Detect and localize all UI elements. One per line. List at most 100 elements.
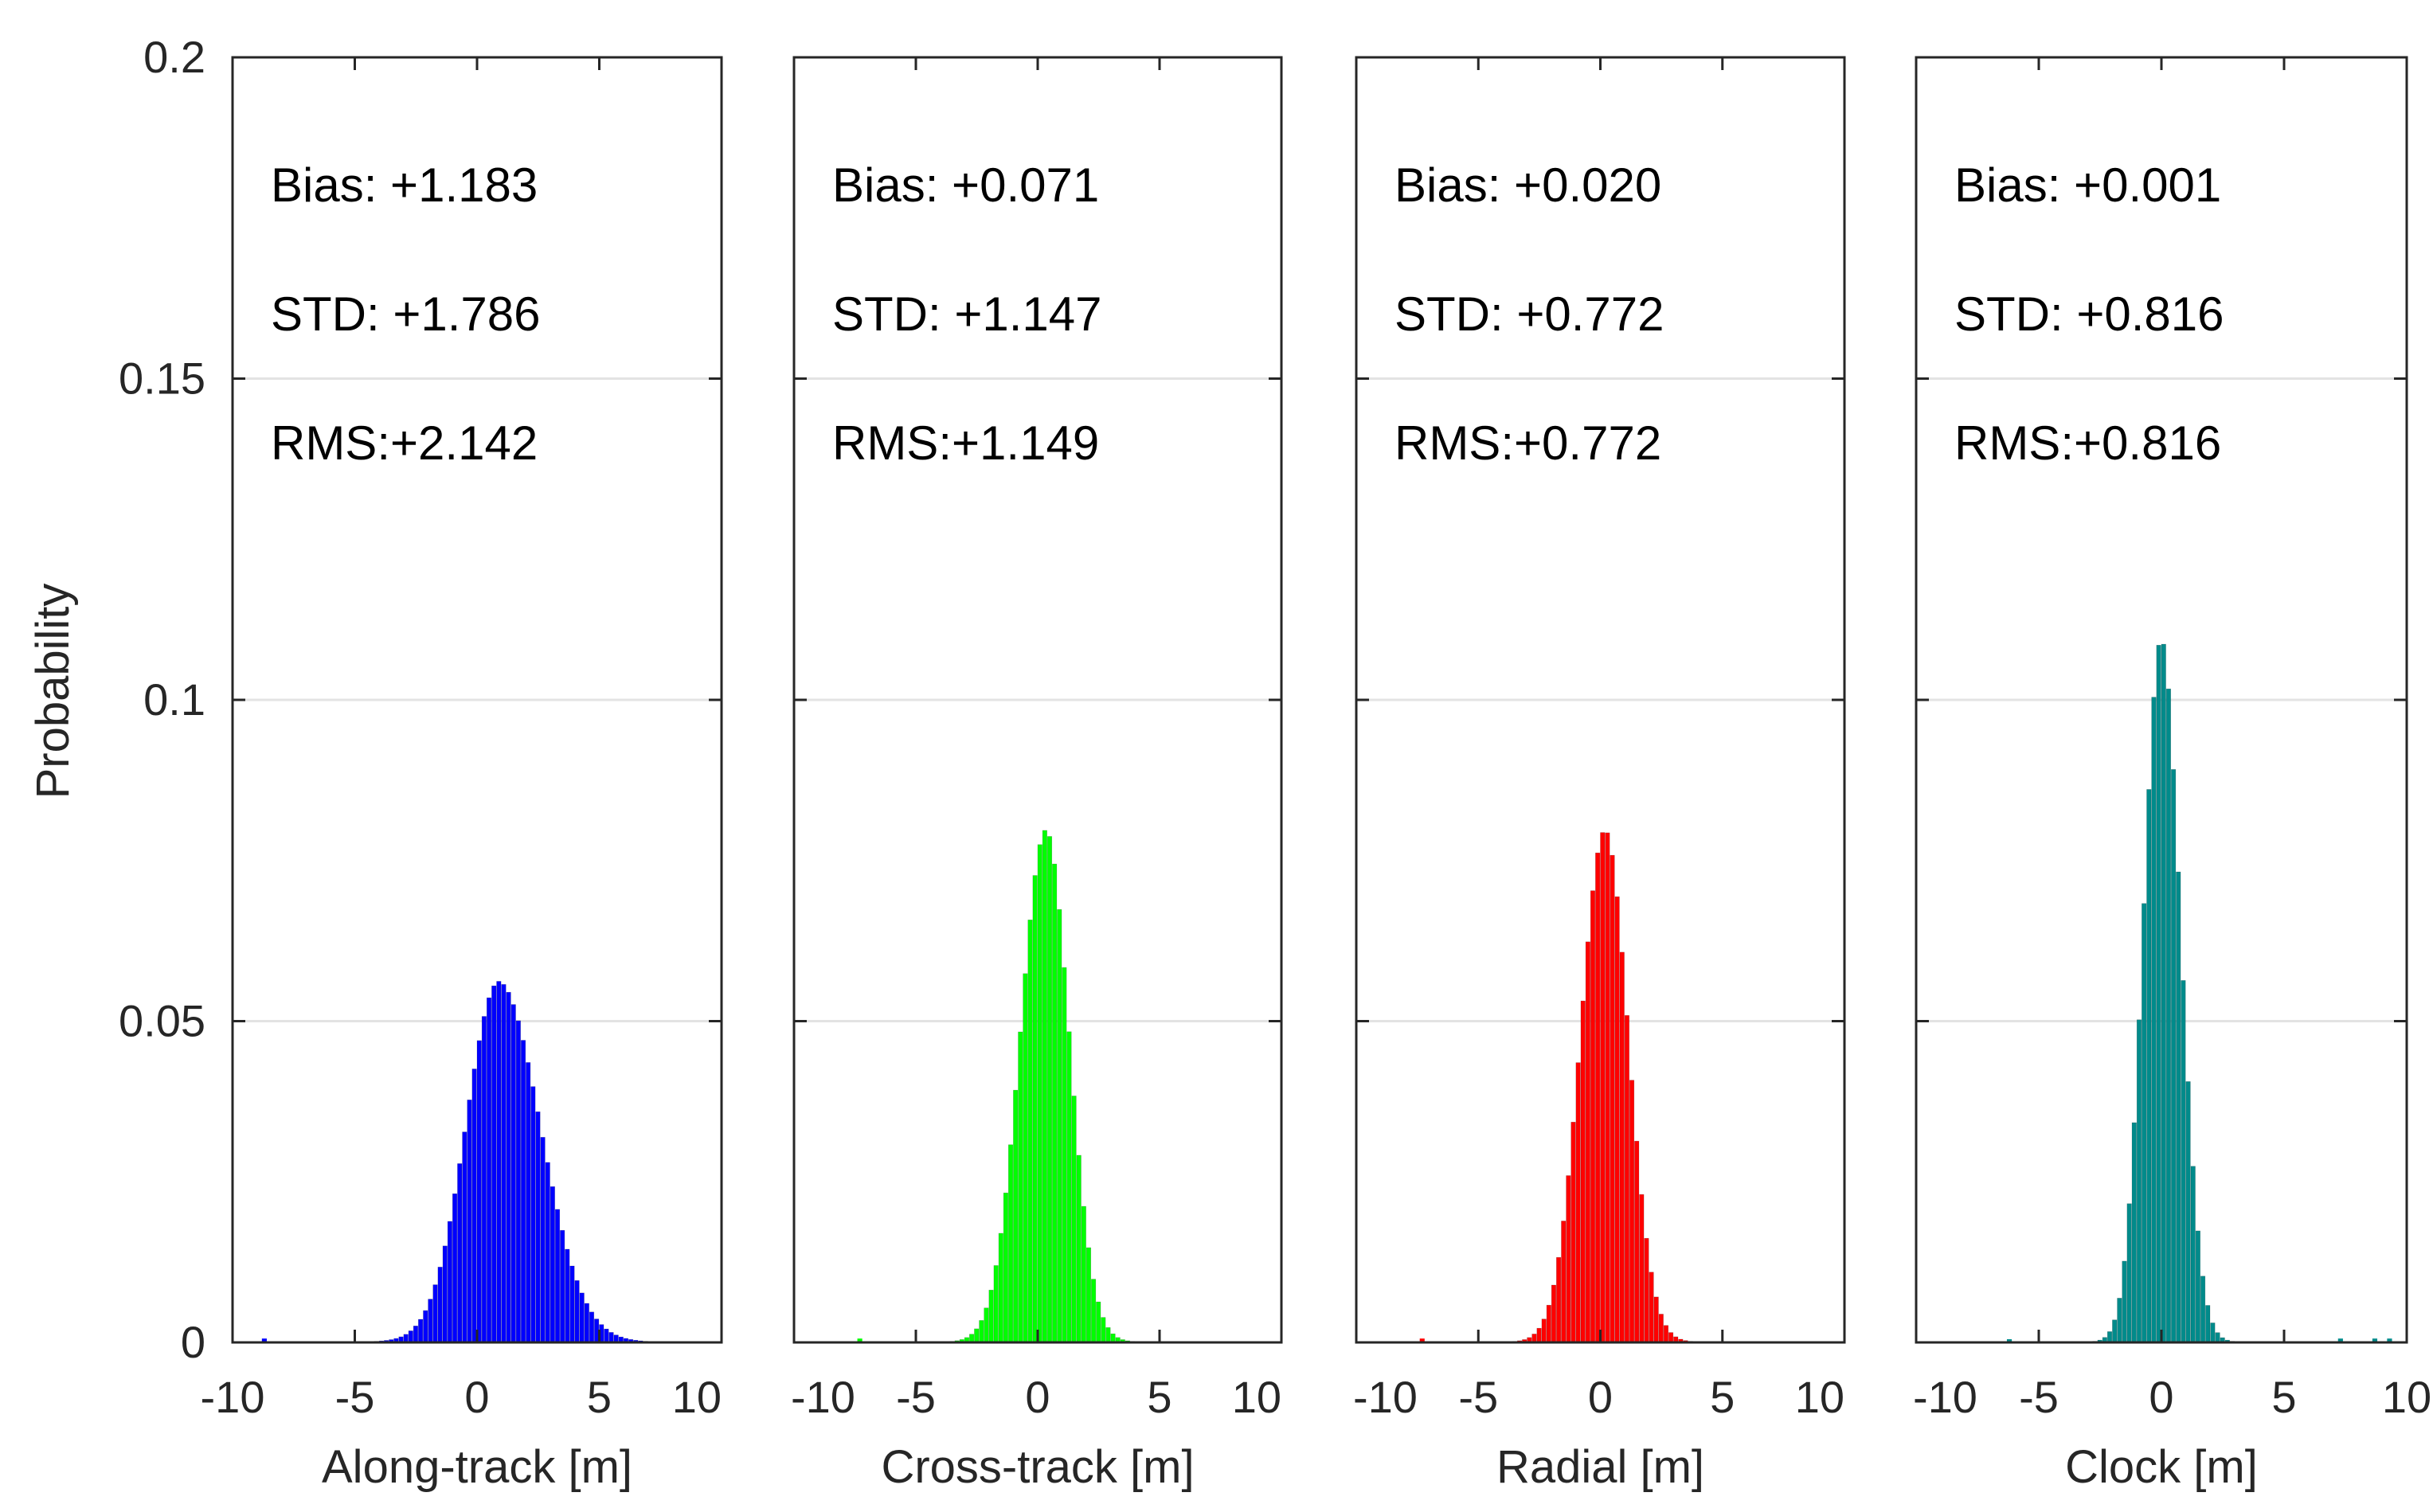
x-tick-label: 0 bbox=[464, 1372, 489, 1422]
histogram-bar bbox=[584, 1303, 589, 1343]
histogram-bar bbox=[2136, 1019, 2142, 1343]
y-tick-label: 0.05 bbox=[119, 996, 205, 1046]
histogram-bar bbox=[2106, 1331, 2113, 1343]
histogram-bar bbox=[506, 991, 511, 1343]
x-tick-label: -10 bbox=[1913, 1372, 1977, 1422]
x-tick-label: -10 bbox=[201, 1372, 265, 1422]
histogram-bar bbox=[2387, 1338, 2392, 1342]
histogram-bar bbox=[1071, 1096, 1077, 1343]
histogram-bar bbox=[1644, 1237, 1649, 1343]
x-tick-label: 0 bbox=[1025, 1372, 1050, 1422]
histogram-bar bbox=[1595, 852, 1601, 1343]
histogram-panels: -10 -5 0 5 10 Along-track [m] Bias: +1.183 STD:… bbox=[201, 56, 2431, 1493]
x-tick-label: -5 bbox=[1458, 1372, 1498, 1422]
histogram-bar bbox=[2190, 1166, 2196, 1343]
histogram-bar bbox=[589, 1311, 595, 1343]
histogram-bar bbox=[1032, 875, 1038, 1343]
bias-annotation: Bias: +0.001 bbox=[1954, 158, 2221, 212]
histogram-bar bbox=[2185, 1081, 2191, 1343]
bias-annotation: Bias: +0.071 bbox=[832, 158, 1099, 212]
x-tick-label: 5 bbox=[2271, 1372, 2296, 1422]
histogram-bar bbox=[2126, 1203, 2132, 1343]
histogram-bar bbox=[969, 1334, 975, 1343]
histogram-bar bbox=[2181, 980, 2186, 1343]
histogram-bar bbox=[491, 985, 497, 1343]
histogram-bar bbox=[1590, 890, 1596, 1343]
x-tick-label: 5 bbox=[587, 1372, 612, 1422]
histogram-bar bbox=[1536, 1327, 1542, 1343]
histogram-bar bbox=[1081, 1205, 1086, 1343]
histogram-bar bbox=[457, 1163, 463, 1343]
histogram-bar bbox=[452, 1193, 458, 1343]
std-annotation: STD: +1.786 bbox=[271, 287, 541, 341]
histogram-bar bbox=[1003, 1192, 1008, 1343]
histogram-bar bbox=[1052, 863, 1058, 1343]
histogram-bar bbox=[2337, 1338, 2343, 1342]
histogram-bar bbox=[604, 1328, 609, 1343]
histogram-bar bbox=[998, 1233, 1003, 1343]
histogram-bar bbox=[1629, 1080, 1635, 1343]
std-annotation: STD: +0.772 bbox=[1394, 287, 1664, 341]
histogram-bar bbox=[476, 1040, 482, 1343]
bar-series bbox=[2006, 643, 2392, 1343]
histogram-bar bbox=[1658, 1314, 1664, 1343]
histogram-bar bbox=[1585, 941, 1590, 1343]
histogram-bar bbox=[1042, 830, 1047, 1343]
x-tick-label: 10 bbox=[1232, 1372, 1281, 1422]
y-tick-label: 0.2 bbox=[143, 32, 205, 82]
histogram-bar bbox=[1566, 1175, 1571, 1343]
histogram-bar bbox=[1007, 1144, 1014, 1343]
x-tick-label: -5 bbox=[2019, 1372, 2059, 1422]
histogram-bar bbox=[569, 1265, 575, 1343]
std-annotation: STD: +0.816 bbox=[1954, 287, 2224, 341]
histogram-bar bbox=[2165, 688, 2172, 1343]
histogram-bar bbox=[608, 1332, 614, 1343]
y-tick-label: 0 bbox=[181, 1317, 205, 1367]
histogram-bar bbox=[471, 1069, 477, 1343]
histogram-bar bbox=[540, 1137, 546, 1343]
histogram-bar bbox=[554, 1209, 561, 1343]
histogram-bar bbox=[481, 1016, 487, 1343]
x-tick-label: 10 bbox=[2382, 1372, 2431, 1422]
histogram-bar bbox=[2112, 1319, 2118, 1343]
bias-annotation: Bias: +0.020 bbox=[1394, 158, 1661, 212]
histogram-panel: -10 -5 0 5 10 Clock [m] Bias: +0.001 STD: +0.81… bbox=[1913, 56, 2431, 1493]
histogram-bar bbox=[1091, 1279, 1097, 1343]
histogram-bar bbox=[447, 1221, 452, 1343]
histogram-bar bbox=[408, 1330, 413, 1343]
histogram-bar bbox=[550, 1186, 555, 1343]
histogram-bar bbox=[579, 1292, 585, 1343]
histogram-bar bbox=[1619, 951, 1625, 1343]
histogram-bar bbox=[2215, 1332, 2220, 1343]
histogram-bar bbox=[1013, 1089, 1019, 1343]
histogram-bar bbox=[1614, 896, 1620, 1343]
histogram-bar bbox=[1600, 832, 1606, 1343]
histogram-bar bbox=[437, 1267, 443, 1343]
histogram-bar bbox=[442, 1245, 448, 1343]
histogram-bar bbox=[2006, 1338, 2013, 1342]
histogram-bar bbox=[2146, 789, 2152, 1343]
histogram-bar bbox=[1575, 1062, 1581, 1343]
histogram-bar bbox=[2372, 1338, 2378, 1342]
histogram-bar bbox=[462, 1131, 467, 1343]
histogram-bar bbox=[1419, 1338, 1425, 1342]
rms-annotation: RMS:+0.816 bbox=[1954, 416, 2221, 470]
bias-annotation: Bias: +1.183 bbox=[271, 158, 538, 212]
x-tick-label: 10 bbox=[672, 1372, 722, 1422]
histogram-panel: -10 -5 0 5 10 Cross-track [m] Bias: +0.071 STD:… bbox=[791, 56, 1283, 1493]
histogram-bar bbox=[1610, 854, 1615, 1343]
histogram-bar bbox=[261, 1338, 267, 1342]
histogram-bar bbox=[1624, 1015, 1629, 1343]
histogram-bar bbox=[2161, 643, 2166, 1343]
histogram-bar bbox=[2205, 1305, 2211, 1343]
histogram-bar bbox=[1027, 920, 1033, 1343]
histogram-bar bbox=[530, 1086, 536, 1343]
y-tick-labels: 0 0.05 0.1 0.15 0.2 bbox=[119, 32, 205, 1367]
histogram-bar bbox=[988, 1289, 994, 1343]
x-tick-label: -5 bbox=[896, 1372, 936, 1422]
x-tick-label: -5 bbox=[335, 1372, 375, 1422]
histogram-bar bbox=[2195, 1230, 2200, 1343]
histogram-bar bbox=[2171, 769, 2177, 1343]
histogram-bar bbox=[2176, 871, 2181, 1343]
bar-series bbox=[261, 981, 648, 1343]
